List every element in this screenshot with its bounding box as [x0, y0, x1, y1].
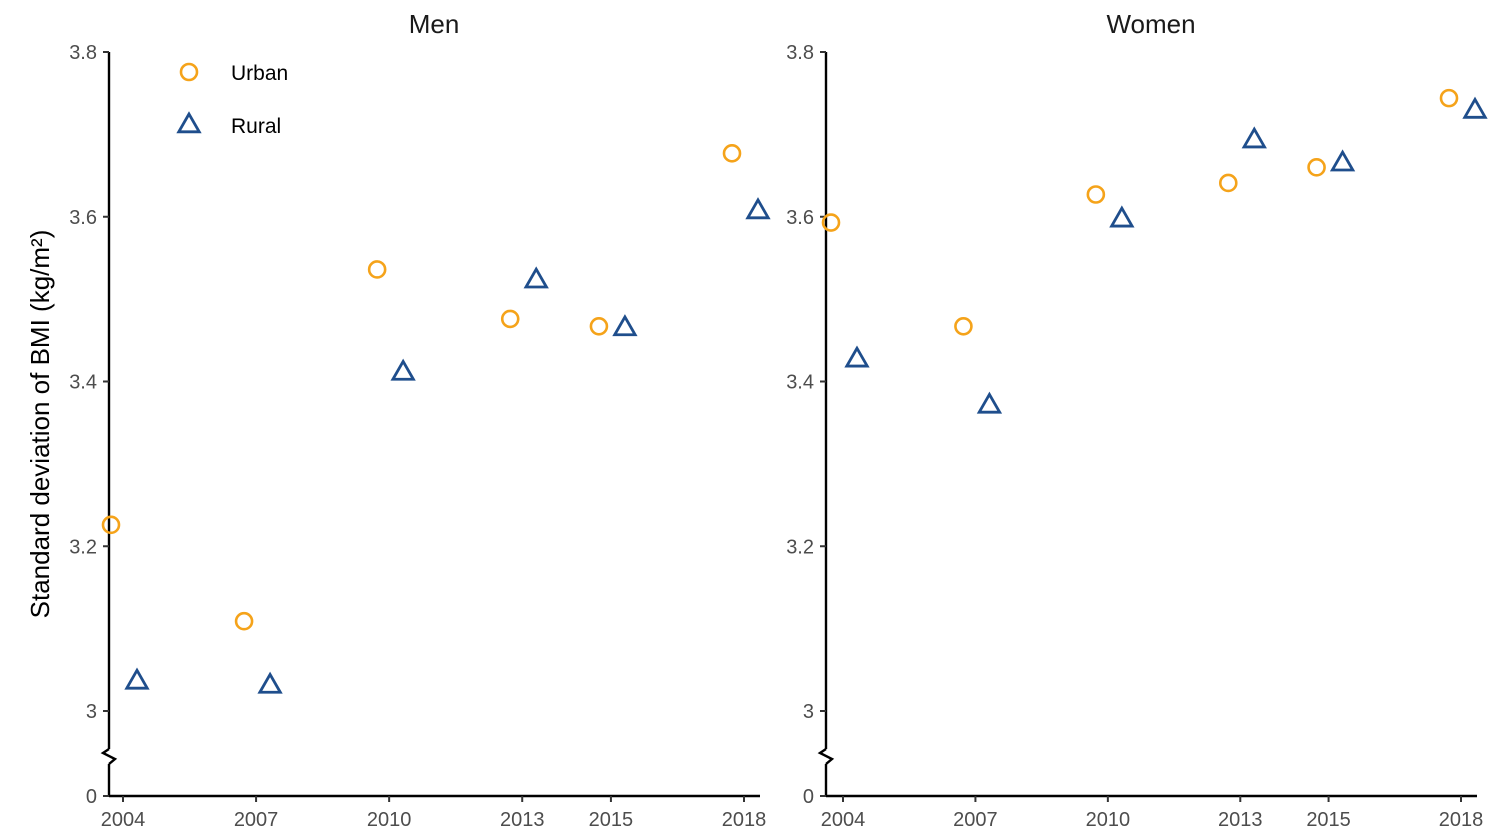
point-urban-2013 — [1218, 173, 1238, 193]
legend-label: Urban — [231, 62, 288, 85]
y-tick-label: 3.4 — [69, 372, 97, 394]
x-tick-label: 2013 — [1218, 809, 1263, 831]
legend-marker-urban — [179, 62, 199, 82]
point-rural-2013 — [1241, 126, 1267, 149]
point-rural-2013 — [523, 266, 549, 289]
x-tick-label: 2010 — [1086, 809, 1131, 831]
x-tick-label: 2015 — [1306, 809, 1351, 831]
y-tick-label: 3 — [803, 701, 814, 723]
point-rural-2007 — [976, 391, 1003, 414]
x-tick-label: 2004 — [821, 809, 866, 831]
y-axis-title: Standard deviation of BMI (kg/m²) — [25, 230, 55, 619]
panel-women: Women 0 3 3.2 3.4 3.6 3.8 2004 2007 2010 2013 2015 2… — [786, 9, 1488, 831]
point-rural-2018 — [1462, 96, 1488, 119]
y-tick-label: 3.8 — [69, 42, 97, 64]
point-urban-2013 — [500, 309, 520, 329]
legend-marker-rural — [176, 111, 202, 134]
x-tick-label: 2007 — [234, 809, 279, 831]
legend-item-urban: Urban — [179, 62, 288, 85]
legend-item-rural: Rural — [176, 111, 281, 138]
point-urban-2018 — [722, 144, 742, 163]
axis-break-mark — [817, 748, 835, 765]
point-urban-2004 — [101, 515, 121, 535]
x-tick-label: 2004 — [101, 809, 146, 831]
point-rural-2004 — [124, 667, 150, 690]
point-urban-2007 — [234, 611, 254, 631]
point-rural-2015 — [1329, 149, 1356, 172]
point-rural-2015 — [612, 314, 638, 337]
y-tick-label: 3.6 — [69, 207, 97, 229]
legend-label: Rural — [231, 115, 281, 138]
point-rural-2004 — [844, 345, 870, 368]
point-urban-2015 — [1307, 158, 1326, 177]
x-tick-label: 2007 — [953, 809, 998, 831]
point-urban-2007 — [954, 317, 973, 336]
x-tick-label: 2010 — [367, 809, 412, 831]
y-tick-label: 3.2 — [69, 536, 97, 558]
panel-men: Men 0 3 3.2 3.4 3.6 3.8 2004 2007 2010 2013 2015 201… — [69, 9, 771, 831]
y-tick-label: 3.2 — [786, 536, 814, 558]
y-tick-label: 0 — [803, 786, 814, 808]
point-urban-2015 — [589, 317, 609, 336]
x-tick-label: 2018 — [1439, 809, 1484, 831]
point-rural-2018 — [745, 197, 771, 220]
panels: Men 0 3 3.2 3.4 3.6 3.8 2004 2007 2010 2013 2015 201… — [69, 9, 1488, 831]
x-tick-label: 2015 — [589, 809, 634, 831]
axis-break-mark — [100, 748, 118, 765]
y-tick-label: 3 — [86, 701, 97, 723]
series-rural — [124, 197, 771, 694]
panel-title: Men — [409, 9, 460, 39]
y-tick-label: 3.8 — [786, 42, 814, 64]
legend: Urban Rural — [176, 62, 288, 138]
y-tick-label: 3.4 — [786, 372, 814, 394]
point-rural-2007 — [257, 671, 283, 694]
series-urban — [101, 144, 742, 631]
series-rural — [844, 96, 1488, 414]
point-rural-2010 — [1109, 205, 1135, 228]
panel-title: Women — [1106, 9, 1195, 39]
point-urban-2004 — [821, 213, 841, 232]
point-rural-2010 — [390, 358, 416, 381]
x-tick-label: 2018 — [722, 809, 767, 831]
point-urban-2018 — [1439, 88, 1459, 108]
series-urban — [821, 88, 1459, 336]
x-tick-label: 2013 — [500, 809, 545, 831]
point-urban-2010 — [1086, 185, 1106, 204]
y-tick-label: 0 — [86, 786, 97, 808]
y-tick-label: 3.6 — [786, 207, 814, 229]
point-urban-2010 — [367, 260, 387, 279]
